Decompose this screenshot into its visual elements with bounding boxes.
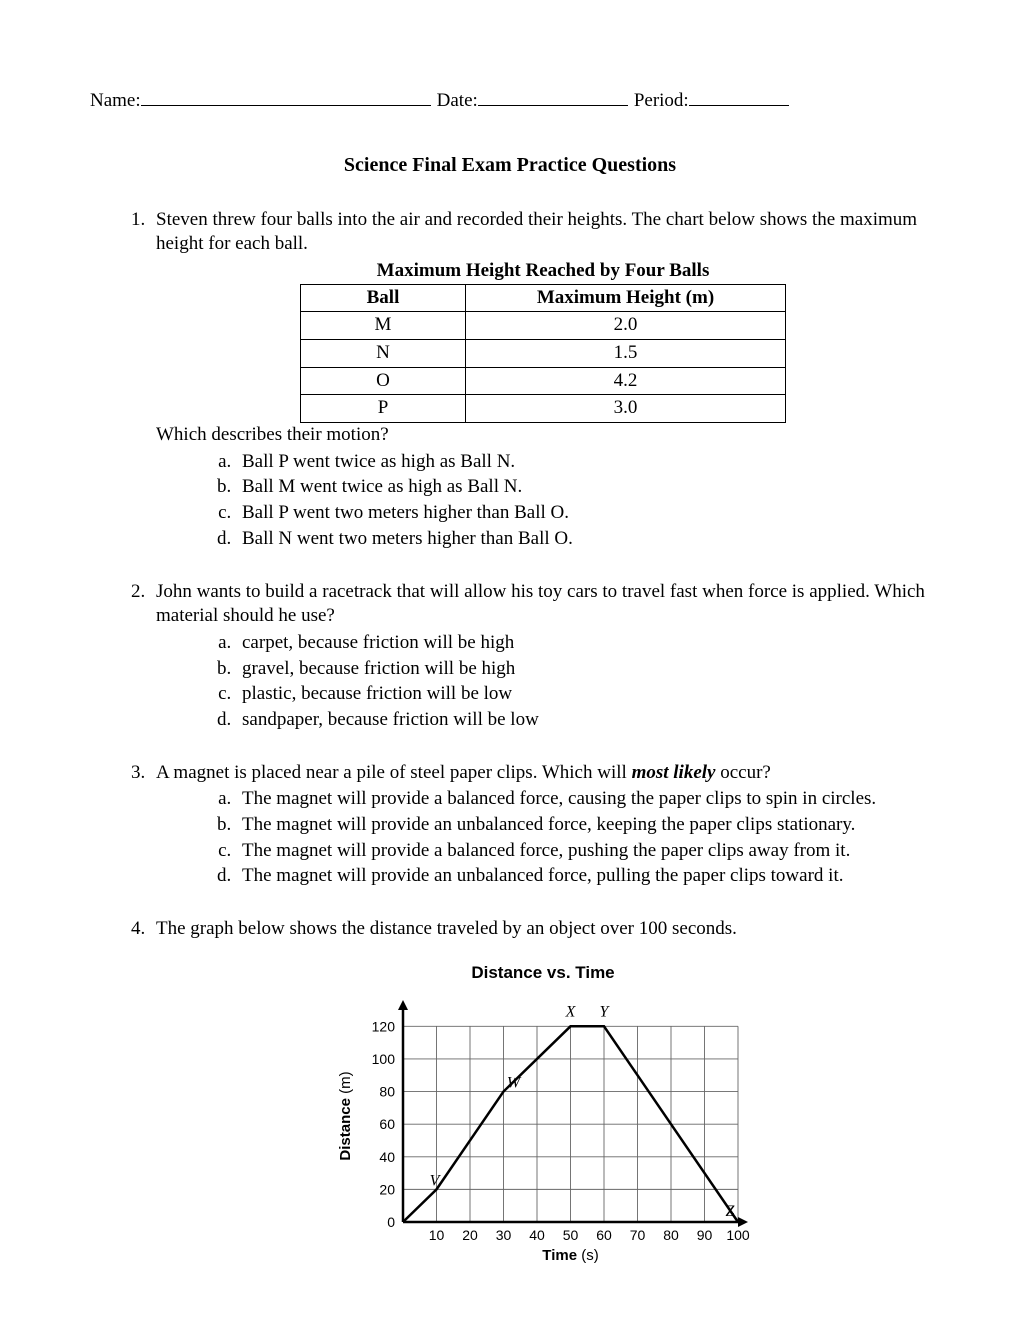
period-blank[interactable] [689,85,789,106]
svg-text:Time (s): Time (s) [542,1247,598,1264]
table-row: P3.0 [301,395,786,423]
svg-text:90: 90 [697,1227,713,1243]
choice: sandpaper, because friction will be low [236,708,930,733]
svg-text:30: 30 [496,1227,512,1243]
svg-text:70: 70 [630,1227,646,1243]
choice: The magnet will provide an unbalanced fo… [236,864,930,889]
question-3-prompt: A magnet is placed near a pile of steel … [156,762,771,783]
svg-text:60: 60 [596,1227,612,1243]
svg-text:40: 40 [529,1227,545,1243]
q1-table-caption: Maximum Height Reached by Four Balls [156,259,930,284]
svg-text:X: X [565,1003,577,1020]
svg-text:80: 80 [663,1227,679,1243]
chart-title: Distance vs. Time [156,962,930,984]
svg-text:20: 20 [379,1181,395,1197]
svg-text:10: 10 [429,1227,445,1243]
question-1: Steven threw four balls into the air and… [150,208,930,552]
choice: Ball M went twice as high as Ball N. [236,475,930,500]
choice: Ball P went two meters higher than Ball … [236,501,930,526]
name-blank[interactable] [141,85,431,106]
question-1-prompt: Steven threw four balls into the air and… [156,209,917,255]
question-2-prompt: John wants to build a racetrack that wil… [156,581,925,627]
svg-text:0: 0 [387,1214,395,1230]
name-label: Name: [90,89,141,114]
choice: The magnet will provide a balanced force… [236,839,930,864]
choice: The magnet will provide an unbalanced fo… [236,813,930,838]
table-row: N1.5 [301,340,786,368]
q1-table: Ball Maximum Height (m) M2.0 N1.5 O4.2 P… [300,284,786,423]
svg-text:100: 100 [726,1227,750,1243]
worksheet-title: Science Final Exam Practice Questions [90,152,930,178]
question-3: A magnet is placed near a pile of steel … [150,761,930,889]
question-1-post: Which describes their motion? [156,423,930,448]
svg-text:100: 100 [372,1051,396,1067]
choice: The magnet will provide a balanced force… [236,787,930,812]
q3-choices: The magnet will provide a balanced force… [156,787,930,889]
question-list: Steven threw four balls into the air and… [90,208,930,1270]
q1-th-height: Maximum Height (m) [466,284,786,312]
period-label: Period: [634,89,689,114]
q1-th-ball: Ball [301,284,466,312]
q1-choices: Ball P went twice as high as Ball N. Bal… [156,450,930,552]
svg-text:80: 80 [379,1083,395,1099]
table-row: M2.0 [301,312,786,340]
table-row: O4.2 [301,367,786,395]
choice: Ball N went two meters higher than Ball … [236,527,930,552]
question-4-prompt: The graph below shows the distance trave… [156,918,737,939]
choice: Ball P went twice as high as Ball N. [236,450,930,475]
q2-choices: carpet, because friction will be high gr… [156,631,930,733]
q4-chart: Distance vs. Time 10 20 30 40 50 60 70 80 90 100 0… [156,962,930,1270]
svg-text:Z: Z [726,1203,736,1220]
svg-text:120: 120 [372,1018,396,1034]
choice: plastic, because friction will be low [236,682,930,707]
svg-text:Distance (m): Distance (m) [337,1071,354,1160]
date-label: Date: [437,89,478,114]
distance-time-chart: 10 20 30 40 50 60 70 80 90 100 0 20 40 60 80 100 120 Time… [328,990,758,1270]
choice: carpet, because friction will be high [236,631,930,656]
question-4: The graph below shows the distance trave… [150,917,930,1270]
svg-text:W: W [507,1074,522,1091]
question-2: John wants to build a racetrack that wil… [150,580,930,733]
svg-text:20: 20 [462,1227,478,1243]
date-blank[interactable] [478,85,628,106]
choice: gravel, because friction will be high [236,657,930,682]
worksheet-header: Name: Date: Period: [90,85,930,114]
svg-text:V: V [430,1172,442,1189]
svg-text:Y: Y [600,1003,611,1020]
svg-text:40: 40 [379,1149,395,1165]
svg-text:50: 50 [563,1227,579,1243]
svg-text:60: 60 [379,1116,395,1132]
